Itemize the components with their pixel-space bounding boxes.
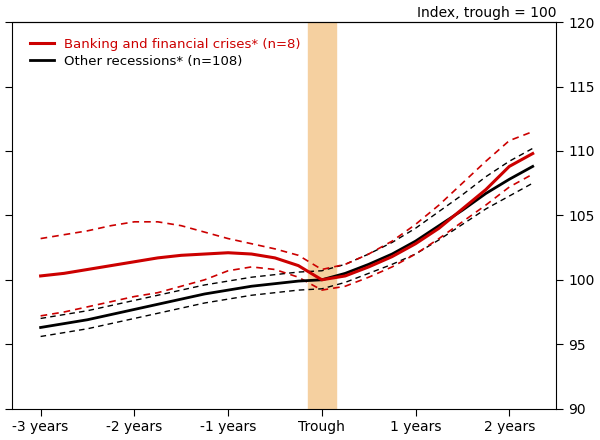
- Bar: [308, 22, 336, 409]
- Text: Index, trough = 100: Index, trough = 100: [416, 6, 556, 19]
- Legend: Banking and financial crises* (n=8), Other recessions* (n=108): Banking and financial crises* (n=8), Oth…: [25, 33, 306, 73]
